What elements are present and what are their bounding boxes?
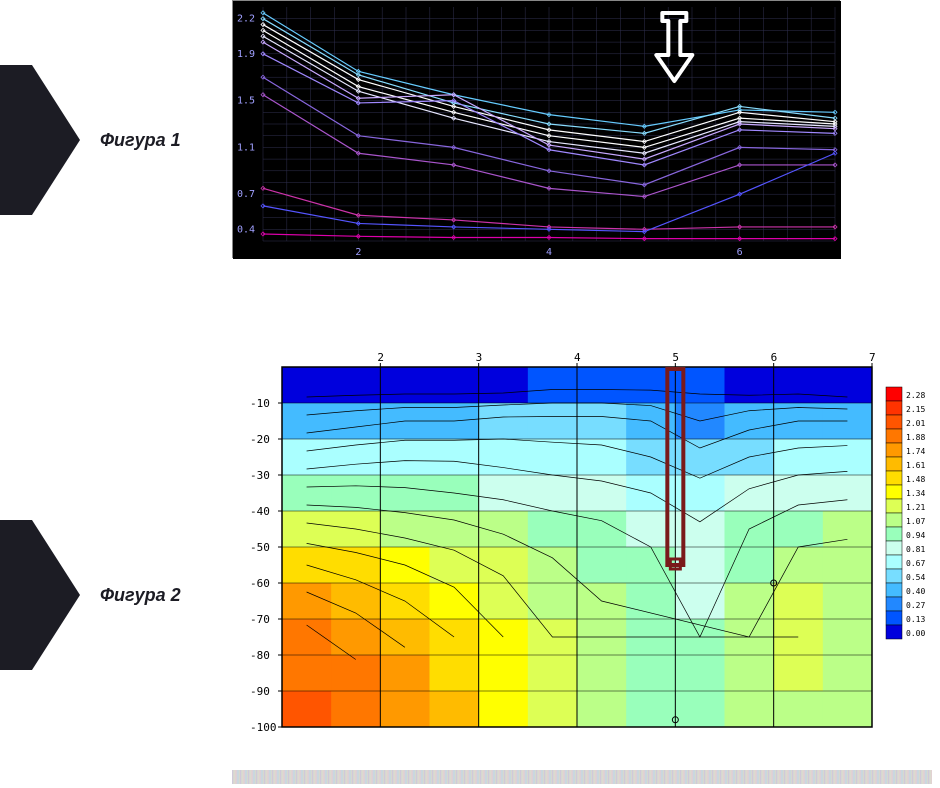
svg-text:0.81: 0.81 xyxy=(906,545,925,554)
svg-text:2: 2 xyxy=(377,351,384,364)
noise-decoration xyxy=(232,770,932,784)
svg-text:2.2: 2.2 xyxy=(237,14,255,25)
svg-text:2.15: 2.15 xyxy=(906,405,925,414)
figure2-label: Фигура 2 xyxy=(100,585,181,606)
svg-text:0.13: 0.13 xyxy=(906,615,925,624)
svg-text:0.54: 0.54 xyxy=(906,573,925,582)
svg-text:4: 4 xyxy=(546,247,552,258)
pentagon-marker-1 xyxy=(0,65,80,215)
svg-text:1.07: 1.07 xyxy=(906,517,925,526)
svg-text:-80: -80 xyxy=(250,649,270,662)
svg-text:-10: -10 xyxy=(250,397,270,410)
svg-text:-100: -100 xyxy=(250,721,277,734)
svg-text:1.61: 1.61 xyxy=(906,461,925,470)
figure2-chart: 2 3 4 5 6 7 -10 -20 -30 -40 -50 -60 -70 -80 -90 -100 2.2… xyxy=(232,345,932,735)
svg-text:-40: -40 xyxy=(250,505,270,518)
svg-text:1.88: 1.88 xyxy=(906,433,925,442)
svg-text:0.40: 0.40 xyxy=(906,587,925,596)
figure2-label-block xyxy=(0,520,80,670)
svg-text:5: 5 xyxy=(672,351,679,364)
figure2-svg: 2 3 4 5 6 7 -10 -20 -30 -40 -50 -60 -70 -80 -90 -100 2.2… xyxy=(232,345,932,735)
svg-text:4: 4 xyxy=(574,351,581,364)
svg-text:1.9: 1.9 xyxy=(237,49,255,60)
svg-text:0.00: 0.00 xyxy=(906,629,925,638)
svg-text:2.01: 2.01 xyxy=(906,419,925,428)
svg-text:1.1: 1.1 xyxy=(237,142,255,153)
figure1-label: Фигура 1 xyxy=(100,130,181,151)
svg-text:2: 2 xyxy=(355,247,361,258)
figure1-svg: 0.4 0.7 1.1 1.5 1.9 2.2 2 4 6 xyxy=(233,1,841,259)
svg-text:2.28: 2.28 xyxy=(906,391,925,400)
figure1-label-block xyxy=(0,65,80,215)
svg-text:7: 7 xyxy=(869,351,876,364)
svg-text:0.7: 0.7 xyxy=(237,189,255,200)
pentagon-marker-2 xyxy=(0,520,80,670)
svg-text:-60: -60 xyxy=(250,577,270,590)
figure1-chart: 0.4 0.7 1.1 1.5 1.9 2.2 2 4 6 xyxy=(232,0,840,258)
svg-text:1.5: 1.5 xyxy=(237,96,255,107)
svg-text:-30: -30 xyxy=(250,469,270,482)
svg-text:3: 3 xyxy=(476,351,483,364)
svg-text:-70: -70 xyxy=(250,613,270,626)
svg-text:1.48: 1.48 xyxy=(906,475,925,484)
svg-text:0.27: 0.27 xyxy=(906,601,925,610)
svg-text:6: 6 xyxy=(737,247,743,258)
svg-text:1.34: 1.34 xyxy=(906,489,925,498)
svg-text:1.21: 1.21 xyxy=(906,503,925,512)
svg-text:0.4: 0.4 xyxy=(237,224,255,235)
svg-text:1.74: 1.74 xyxy=(906,447,925,456)
svg-text:0.67: 0.67 xyxy=(906,559,925,568)
svg-text:6: 6 xyxy=(771,351,778,364)
svg-text:-90: -90 xyxy=(250,685,270,698)
svg-text:0.94: 0.94 xyxy=(906,531,925,540)
svg-text:-20: -20 xyxy=(250,433,270,446)
svg-text:-50: -50 xyxy=(250,541,270,554)
